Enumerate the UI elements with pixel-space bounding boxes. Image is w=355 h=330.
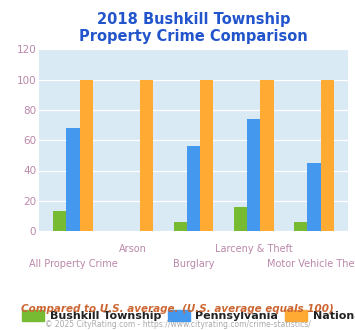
Bar <box>247 119 260 231</box>
Text: Motor Vehicle Theft: Motor Vehicle Theft <box>267 259 355 269</box>
Bar <box>307 163 321 231</box>
Text: Arson: Arson <box>119 244 147 254</box>
Bar <box>260 80 274 231</box>
Text: Burglary: Burglary <box>173 259 214 269</box>
Bar <box>174 222 187 231</box>
Text: © 2025 CityRating.com - https://www.cityrating.com/crime-statistics/: © 2025 CityRating.com - https://www.city… <box>45 320 310 329</box>
Bar <box>294 222 307 231</box>
Bar <box>200 80 213 231</box>
Title: 2018 Bushkill Township
Property Crime Comparison: 2018 Bushkill Township Property Crime Co… <box>79 12 308 44</box>
Text: All Property Crime: All Property Crime <box>29 259 118 269</box>
Text: Compared to U.S. average. (U.S. average equals 100): Compared to U.S. average. (U.S. average … <box>21 304 334 314</box>
Text: Larceny & Theft: Larceny & Theft <box>215 244 293 254</box>
Bar <box>234 207 247 231</box>
Bar <box>80 80 93 231</box>
Bar <box>140 80 153 231</box>
Legend: Bushkill Township, Pennsylvania, National: Bushkill Township, Pennsylvania, Nationa… <box>17 306 355 325</box>
Bar <box>321 80 334 231</box>
Bar <box>187 146 200 231</box>
Bar <box>66 128 80 231</box>
Bar <box>53 211 66 231</box>
